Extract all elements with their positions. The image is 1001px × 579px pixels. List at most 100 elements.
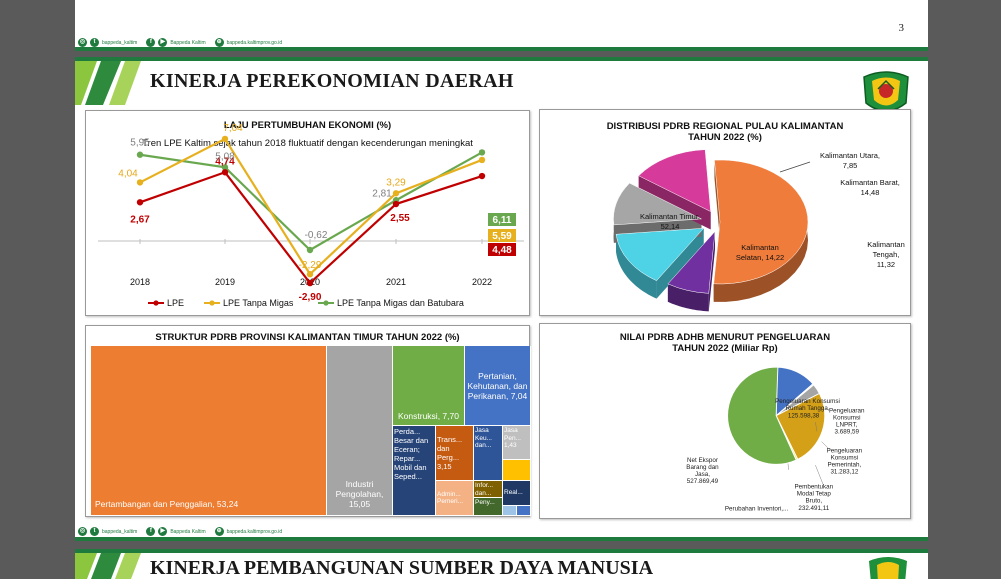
pie-label: Selatan, 14,22 — [736, 253, 784, 262]
pie-label: Konsumsi — [831, 455, 859, 462]
data-point — [221, 135, 229, 143]
treemap-cell-perdagangan: Perda... Besar dan Eceran; Repar... Mobi… — [393, 426, 436, 516]
pie-value-label: 527.869,49 — [687, 478, 719, 485]
lpe-line-chart: 201820192020202120222,674,74-2,902,554,4… — [98, 123, 524, 308]
treemap-cell-real-estate: Real... — [503, 481, 531, 506]
instagram-icon: ◎ — [78, 527, 87, 536]
lpe-chart-subtitle: Tren LPE Kaltim sejak tahun 2018 fluktua… — [142, 138, 473, 149]
pie-slice-edge — [708, 231, 715, 312]
page-number: 3 — [898, 22, 905, 34]
treemap-cell-transportasi: Trans... dan Perg... 3,15 — [436, 426, 474, 481]
pengeluaran-pdrb-panel: NILAI PDRB ADHB MENURUT PENGELUARAN TAHU… — [539, 323, 911, 519]
data-point — [306, 246, 314, 254]
twitter-icon: t — [90, 38, 99, 47]
website-link[interactable]: bappeda.kaltimprov.go.id — [226, 39, 283, 46]
youtube-icon: ▶ — [158, 527, 168, 536]
pie-label: Kalimantan Timur, — [640, 212, 700, 221]
legend-marker — [153, 300, 159, 306]
treemap-cell-penyediaan: Peny... — [474, 498, 503, 516]
data-point — [392, 190, 400, 197]
treemap-cell-pertambangan: Pertambangan dan Penggalian, 53,24 — [91, 346, 327, 516]
data-point — [221, 169, 229, 176]
data-point — [306, 279, 314, 287]
data-label: -2,90 — [299, 292, 322, 303]
data-label: 2,67 — [130, 214, 150, 225]
legend-label: LPE Tanpa Migas dan Batubara — [337, 298, 464, 308]
social-name: Bappeda Kaltim — [170, 528, 206, 535]
next-page-title: KINERJA PEMBANGUNAN SUMBER DAYA MANUSIA — [150, 557, 654, 579]
page-footer: ◎ t bappeda_kaltim f ▶ Bappeda Kaltim ⊕ … — [75, 525, 928, 538]
pie-label: Kalimantan Barat, — [840, 178, 900, 187]
header-chevron-decoration — [75, 61, 141, 105]
pie-label: Pengeluaran — [827, 448, 863, 455]
pie-value-label: 125.598,38 — [788, 412, 820, 419]
legend-label: LPE — [167, 298, 184, 308]
pie-value-label: 31.283,12 — [830, 469, 858, 476]
next-page: KINERJA PEMBANGUNAN SUMBER DAYA MANUSIA — [75, 549, 928, 579]
treemap-cell-jasa-pendidikan: Jasa Pen... 1,43 — [503, 426, 531, 460]
data-label: -2,29 — [299, 260, 322, 271]
pie-leader-line — [815, 421, 818, 432]
data-label: 4,74 — [215, 156, 235, 167]
pie-label: Konsumsi — [833, 415, 861, 422]
data-label: -0,62 — [305, 230, 328, 241]
pie-leader-line — [787, 463, 789, 470]
social-handle: bappeda_kaltim — [102, 39, 138, 46]
data-label: 5,59 — [492, 231, 512, 242]
data-point — [136, 151, 144, 158]
pie-label: Tengah, — [873, 250, 900, 259]
pie-value-label: 14,48 — [861, 188, 880, 197]
twitter-icon: t — [90, 527, 99, 536]
pie-label: Perubahan Inventori,... — [725, 506, 789, 513]
pie-label: Rumah Tangga, — [785, 405, 829, 412]
data-label-box — [488, 229, 516, 242]
website-link[interactable]: bappeda.kaltimprov.go.id — [226, 528, 283, 535]
treemap-cell-industri: Industri Pengolahan, 15,05 — [327, 346, 393, 516]
data-label: 3,29 — [386, 177, 406, 188]
globe-icon: ⊕ — [214, 527, 224, 536]
data-label: 4,48 — [492, 245, 512, 256]
treemap-cell-pertanian: Pertanian, Kehutanan, dan Perikanan, 7,0… — [465, 346, 531, 426]
facebook-icon: f — [146, 527, 156, 536]
pie-value-label: 232.491,11 — [798, 505, 829, 512]
current-page: KINERJA PEREKONOMIAN DAERAH LAJU PERTUMB… — [75, 57, 928, 541]
treemap-cell-konstruksi: Konstruksi, 7,70 — [393, 346, 465, 426]
data-label: 6,11 — [493, 215, 512, 226]
data-label: 4,04 — [118, 168, 138, 179]
distribusi-chart-year: TAHUN 2022 (%) — [688, 132, 762, 143]
pie-label: Kalimantan Utara, — [820, 151, 880, 160]
data-point — [478, 156, 486, 164]
pie-slice — [775, 392, 826, 460]
pie-slice — [727, 366, 797, 465]
pie-slice — [638, 149, 711, 212]
distribusi-chart-title: DISTRIBUSI PDRB REGIONAL PULAU KALIMANTA… — [606, 121, 844, 132]
data-point — [392, 200, 400, 208]
struktur-chart-title: STRUKTUR PDRB PROVINSI KALIMANTAN TIMUR … — [155, 332, 460, 343]
struktur-pdrb-panel: STRUKTUR PDRB PROVINSI KALIMANTAN TIMUR … — [85, 325, 531, 517]
pie-label: Pengeluaran Konsumsi — [775, 398, 840, 405]
pie-label: Pembentukan — [794, 484, 833, 491]
pie-label: Kalimantan — [867, 240, 905, 249]
previous-page: 3 ◎ t bappeda_kaltim f ▶ Bappeda Kaltim … — [75, 0, 928, 51]
pie-value-label: 52,14 — [661, 222, 680, 231]
pie-value-label: 3.689,59 — [835, 429, 860, 436]
pie-label: Bruto, — [805, 498, 822, 505]
lpe-chart-title: LAJU PERTUMBUHAN EKONOMI (%) — [223, 120, 392, 131]
x-tick-label: 2019 — [215, 277, 235, 287]
pie-leader-line — [779, 161, 811, 173]
pie-slice — [667, 230, 716, 294]
pie-label: Net Ekspor — [687, 457, 718, 464]
data-label-box — [488, 213, 516, 226]
pie-slice-side — [616, 234, 657, 299]
pie-value-label: 7,85 — [843, 161, 858, 170]
x-tick-label: 2022 — [472, 277, 492, 287]
lpe-chart-panel: LAJU PERTUMBUHAN EKONOMI (%) Tren LPE Ka… — [85, 110, 530, 316]
pie-label: Kalimantan — [741, 243, 779, 252]
data-label: 2,81 — [372, 188, 392, 199]
data-label: 2,55 — [390, 213, 410, 224]
kaltim-emblem-logo — [863, 71, 909, 112]
data-point — [306, 271, 314, 278]
treemap-cell-jasa-keuangan: Jasa Keu... dan... — [474, 426, 503, 481]
pie-slice — [615, 227, 705, 281]
